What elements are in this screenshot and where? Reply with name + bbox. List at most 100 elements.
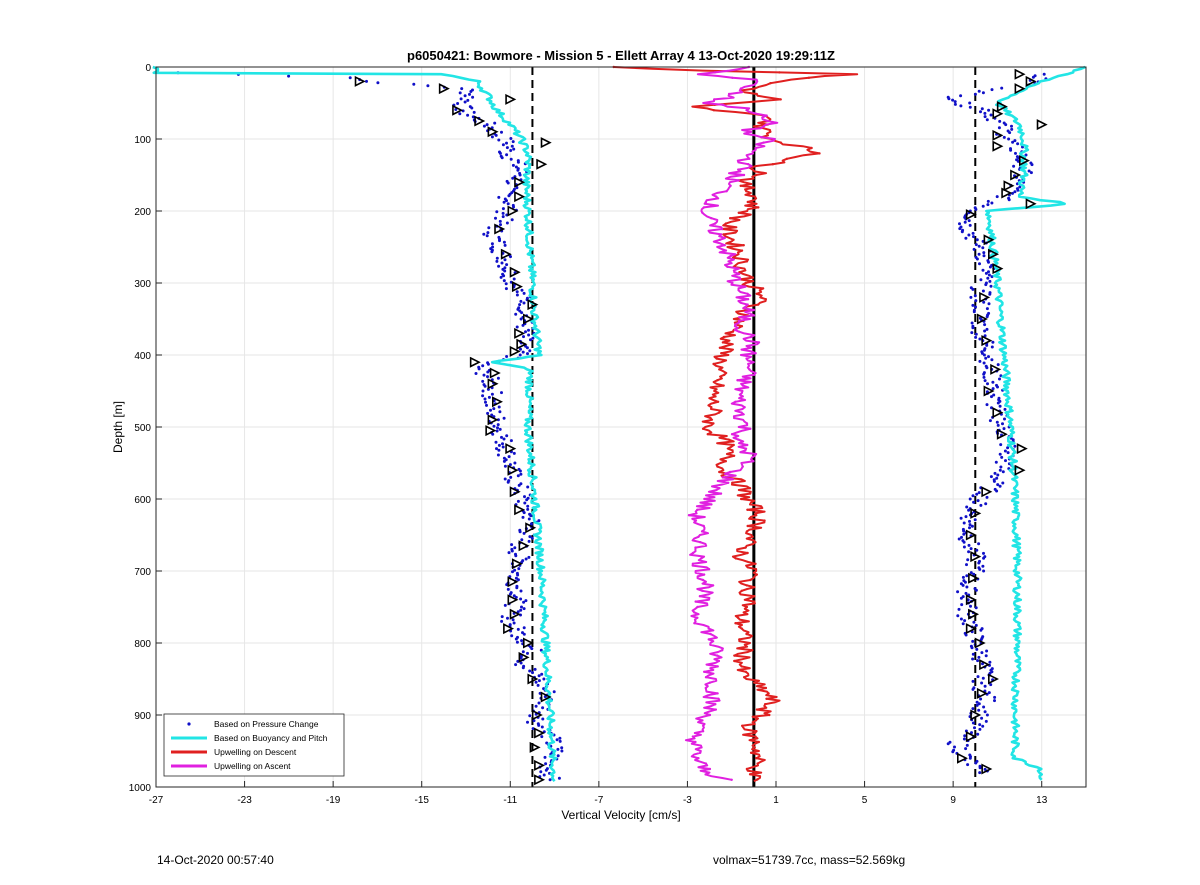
pressure-dot (516, 499, 520, 503)
series-marker (745, 260, 749, 263)
series-marker (737, 319, 741, 322)
series-marker (779, 141, 782, 144)
series-marker (740, 497, 743, 501)
series-marker (757, 303, 760, 306)
pressure-dot (963, 220, 967, 224)
pressure-dot (519, 472, 523, 476)
pressure-dot (524, 599, 528, 603)
x-tick-label: 9 (950, 795, 956, 806)
pressure-dot (505, 434, 509, 438)
pressure-dot (495, 447, 498, 451)
series-marker (691, 551, 695, 555)
series-marker (732, 454, 736, 457)
pressure-dot (973, 518, 977, 522)
pressure-dot (1001, 481, 1005, 485)
dive-marker (970, 551, 982, 563)
dive-marker (534, 727, 546, 739)
series-marker (755, 757, 758, 760)
pressure-dot (970, 321, 974, 325)
series-marker (745, 632, 748, 636)
pressure-dot (486, 375, 489, 379)
pressure-dot (503, 269, 507, 273)
pressure-dot (981, 91, 985, 95)
series-marker (727, 260, 730, 263)
pressure-dot (522, 626, 526, 630)
pressure-dot (505, 153, 509, 157)
pressure-dot (976, 732, 980, 736)
series-marker (718, 470, 721, 474)
series-marker (748, 492, 752, 495)
dive-marker (996, 428, 1008, 440)
pressure-dot (517, 483, 521, 487)
pressure-dot (516, 578, 520, 582)
series-marker (767, 692, 770, 695)
pressure-dot (531, 727, 535, 731)
pressure-dot (511, 618, 515, 622)
pressure-dot (991, 340, 995, 344)
dive-marker (511, 558, 523, 570)
pressure-dot (971, 231, 975, 235)
pressure-dot (1009, 148, 1013, 152)
pressure-dot (977, 252, 981, 256)
pressure-dot (987, 108, 991, 112)
pressure-dot (516, 160, 520, 164)
pressure-dot (497, 443, 501, 447)
pressure-dot (528, 669, 532, 673)
pressure-dot (959, 104, 963, 108)
series-marker (755, 573, 758, 576)
pressure-dot (968, 497, 972, 501)
series-marker (731, 281, 734, 285)
pressure-dot (526, 485, 530, 489)
pressure-dot (558, 739, 562, 743)
pressure-dot (471, 115, 475, 119)
pressure-dot (497, 405, 501, 409)
pressure-dot (506, 181, 510, 185)
series-marker (727, 438, 730, 441)
pressure-dot (458, 112, 462, 116)
pressure-dot (514, 554, 518, 558)
pressure-dot (963, 619, 967, 623)
pressure-dot (978, 262, 981, 266)
legend-label: Based on Pressure Change (214, 719, 319, 729)
dive-marker (965, 529, 977, 541)
series-marker (754, 146, 757, 150)
pressure-dot (521, 350, 525, 354)
series-marker (755, 292, 758, 295)
dive-marker (968, 608, 980, 620)
pressure-dot (976, 499, 980, 503)
pressure-dot (500, 130, 503, 134)
pressure-dot (490, 413, 494, 417)
dive-marker (507, 576, 519, 588)
series-marker (713, 389, 716, 393)
y-tick-label: 600 (134, 495, 151, 506)
series-marker (741, 395, 744, 398)
series-marker (694, 546, 697, 549)
dive-marker (1036, 119, 1048, 131)
pressure-dot (999, 465, 1003, 469)
dive-marker (1014, 464, 1026, 476)
pressure-dot (497, 195, 501, 199)
pressure-dot (501, 215, 505, 219)
series-marker (729, 184, 732, 187)
series-marker (694, 519, 698, 522)
pressure-dot (1029, 171, 1033, 175)
pressure-dot (992, 479, 996, 483)
series-marker (742, 244, 745, 247)
series-marker (736, 616, 740, 619)
pressure-dot (526, 651, 529, 655)
pressure-dot (506, 587, 510, 591)
pressure-dot (537, 679, 541, 683)
series-marker (716, 654, 719, 657)
pressure-dot (957, 537, 961, 541)
pressure-dot (977, 708, 981, 712)
pressure-dot (482, 373, 486, 377)
series-marker (737, 287, 740, 290)
pressure-dot (1008, 131, 1012, 135)
pressure-dot (995, 489, 999, 493)
pressure-dot (964, 591, 968, 595)
pressure-dot (962, 529, 966, 533)
pressure-dot (539, 770, 543, 774)
x-tick-label: -27 (149, 795, 164, 806)
pressure-dot (959, 516, 963, 520)
pressure-dot (981, 662, 984, 666)
